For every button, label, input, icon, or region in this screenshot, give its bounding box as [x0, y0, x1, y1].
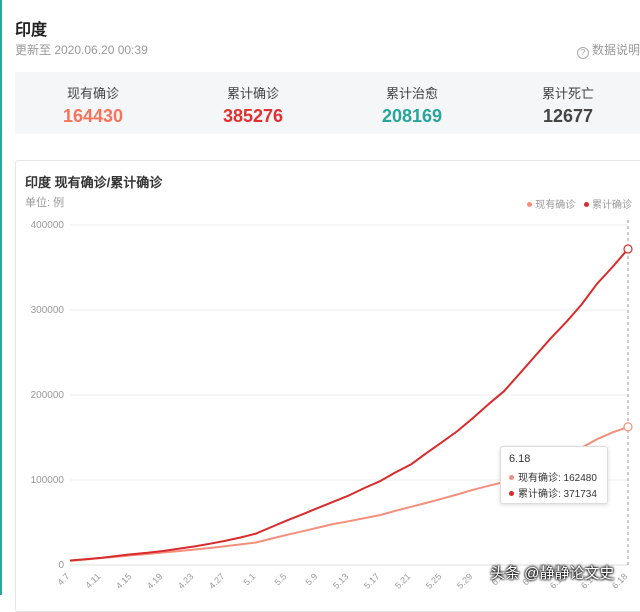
line-chart[interactable]: 0 100000 200000 300000 400000 4.7 4.11 4.15 4.19… — [0, 0, 640, 595]
x-tick-label: 5.13 — [331, 571, 350, 590]
x-tick-label: 4.7 — [55, 571, 71, 587]
chart-unit: 单位: 例 — [25, 197, 65, 209]
series-line-total — [69, 248, 629, 562]
data-source-label: 数据说明 — [591, 43, 640, 57]
chart-title: 印度 现有确诊/累计确诊 — [25, 175, 163, 190]
tooltip-dot-total — [509, 491, 514, 496]
x-tick-label: 4.19 — [145, 571, 164, 590]
stat-value: 208169 — [381, 106, 443, 126]
stat-total-deaths: 累计死亡 12677 — [493, 72, 640, 127]
tooltip-row-current: 现有确诊: 162480 — [509, 469, 597, 484]
x-tick-label: 4.15 — [114, 571, 133, 590]
stat-label: 累计确诊 — [226, 86, 279, 101]
x-tick-label: 4.11 — [83, 571, 102, 590]
x-tick-label: 5.5 — [272, 571, 288, 587]
tooltip-total-text: 累计确诊: 371734 — [518, 489, 597, 500]
left-accent-bar — [0, 0, 2, 595]
x-tick-label: 5.9 — [303, 571, 319, 587]
legend-dot-current — [527, 202, 533, 207]
stat-value: 385276 — [222, 106, 284, 126]
data-source-link[interactable]: ? 数据说明 — [576, 41, 640, 59]
y-tick-label: 400000 — [31, 220, 65, 231]
y-tick-label: 100000 — [31, 475, 65, 486]
y-tick-label: 0 — [58, 560, 64, 571]
page-title: 印度 — [15, 22, 48, 39]
y-tick-label: 300000 — [31, 305, 65, 316]
update-timestamp: 更新至 2020.06.20 00:39 — [15, 43, 148, 57]
stat-label: 现有确诊 — [66, 86, 119, 101]
stat-label: 累计治愈 — [385, 86, 438, 101]
stats-panel: 现有确诊 164430 累计确诊 385276 累计治愈 208169 累计死亡… — [15, 72, 640, 134]
chart-tooltip: 6.18 现有确诊: 162480 累计确诊: 371734 — [500, 446, 608, 504]
tooltip-row-total: 累计确诊: 371734 — [509, 485, 597, 500]
tooltip-current-text: 现有确诊: 162480 — [518, 473, 597, 484]
series-end-point-total — [623, 244, 633, 254]
x-tick-label: 4.23 — [176, 571, 195, 590]
x-tick-label: 5.29 — [455, 571, 474, 590]
tooltip-date: 6.18 — [509, 453, 531, 465]
x-tick-label: 5.21 — [393, 571, 412, 590]
x-tick-label: 5.1 — [241, 571, 257, 587]
watermark-text: 头条 @静静论文史 — [490, 565, 615, 582]
x-tick-label: 5.25 — [424, 571, 443, 590]
stat-label: 累计死亡 — [541, 86, 594, 101]
stat-value: 12677 — [542, 106, 594, 126]
stat-value: 164430 — [62, 106, 124, 126]
stat-current-confirmed: 现有确诊 164430 — [18, 72, 168, 127]
series-end-point-current — [623, 422, 633, 432]
stat-total-confirmed: 累计确诊 385276 — [178, 72, 328, 127]
question-icon: ? — [576, 47, 589, 59]
legend-label-total[interactable]: 累计确诊 — [592, 200, 632, 211]
y-tick-label: 200000 — [31, 390, 65, 401]
tooltip-dot-current — [509, 475, 514, 480]
x-tick-label: 4.27 — [207, 571, 226, 590]
legend-dot-total — [584, 202, 589, 207]
x-tick-label: 5.17 — [362, 571, 381, 590]
chart-legend: 现有确诊 累计确诊 — [521, 196, 632, 211]
stat-total-recovered: 累计治愈 208169 — [337, 72, 487, 127]
legend-label-current[interactable]: 现有确诊 — [535, 200, 576, 211]
